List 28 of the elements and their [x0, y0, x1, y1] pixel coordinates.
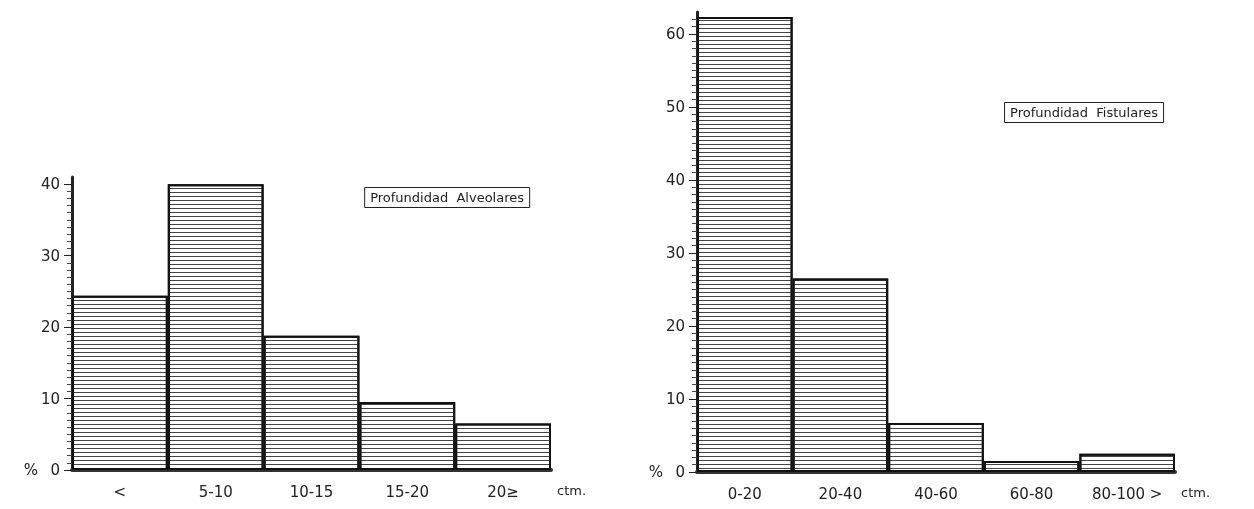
y-tick-label: 60: [665, 24, 685, 43]
x-tick-label: 80-100 >: [1091, 484, 1163, 503]
x-tick-label: 60-80: [1009, 484, 1054, 503]
y-tick-label: 40: [665, 170, 685, 189]
y-tick-label: 30: [665, 243, 685, 262]
x-tick-label: 40-60: [914, 484, 958, 503]
x-axis-title: ctm.: [557, 483, 587, 498]
x-tick-label: 10-15: [289, 482, 334, 501]
y-tick-label: 10: [40, 389, 60, 408]
y-tick-label: 50: [665, 97, 685, 116]
y-tick-label: 0: [50, 461, 60, 479]
y-axis-title: %: [23, 461, 38, 479]
y-tick-label: 20: [665, 316, 685, 335]
x-axis-title: ctm.: [1181, 485, 1211, 500]
y-tick-label: 0: [675, 463, 685, 481]
x-tick-label: 15-20: [385, 482, 430, 501]
x-tick-label: 0-20: [727, 484, 762, 503]
y-tick-label: 30: [40, 246, 60, 265]
text: Profundidad Alveolares: [370, 190, 525, 205]
text: Profundidad Fistulares: [1010, 105, 1159, 120]
x-tick-label: <: [113, 482, 127, 501]
y-tick-label: 10: [665, 389, 685, 408]
y-axis-title: %: [648, 463, 663, 481]
y-tick-label: 40: [40, 175, 60, 194]
x-tick-label: 20-40: [818, 484, 863, 503]
x-tick-label: 20≥: [487, 482, 519, 501]
x-tick-label: 5-10: [198, 482, 233, 501]
y-tick-label: 20: [40, 318, 60, 337]
